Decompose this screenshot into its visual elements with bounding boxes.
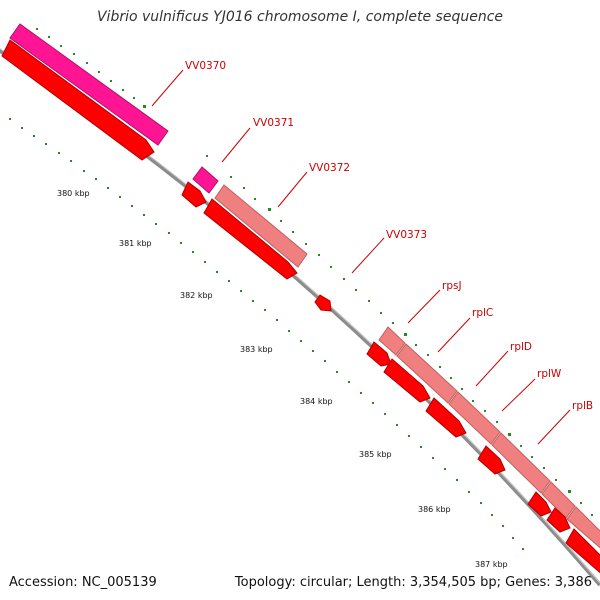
gene-feature-rpld[interactable] xyxy=(448,391,501,445)
gene-feature-rplc[interactable] xyxy=(396,343,458,404)
tick-label: 383 kbp xyxy=(240,345,273,354)
gene-label[interactable]: rplB xyxy=(572,400,593,412)
cds-feature-rpsj[interactable] xyxy=(366,341,392,367)
cds-feature-rplc[interactable] xyxy=(383,358,431,403)
cds-feature-vv0371[interactable] xyxy=(181,181,207,208)
gene-label[interactable]: rplW xyxy=(537,368,562,380)
cds-feature-vv0373[interactable] xyxy=(314,294,332,312)
leader-vv0372 xyxy=(277,171,308,208)
gene-label[interactable]: rplC xyxy=(472,307,493,319)
gene-label[interactable]: VV0370 xyxy=(185,60,226,72)
gene-label[interactable]: rpsJ xyxy=(442,280,462,292)
leader-rplb xyxy=(537,409,571,445)
cds-feature-rplb-3[interactable] xyxy=(565,528,600,577)
leader-rpsj xyxy=(407,289,441,324)
inner-tick-dots xyxy=(9,118,524,550)
tick-label: 385 kbp xyxy=(359,450,392,459)
gene-feature-rpsj[interactable] xyxy=(378,326,406,356)
tick-label: 386 kbp xyxy=(418,505,451,514)
cds-feature-rplw[interactable] xyxy=(477,445,506,475)
gene-label[interactable]: rplD xyxy=(510,341,532,353)
gene-label[interactable]: VV0373 xyxy=(386,229,427,241)
outer-tick-dots xyxy=(36,28,593,516)
gene-feature-vv0371[interactable] xyxy=(192,166,219,194)
leader-rplc xyxy=(437,317,471,353)
gene-label[interactable]: VV0371 xyxy=(253,117,294,129)
gene-label[interactable]: VV0372 xyxy=(309,162,350,174)
tick-label: 384 kbp xyxy=(300,397,333,406)
cds-feature-rpld[interactable] xyxy=(425,397,467,438)
tick-label: 387 kbp xyxy=(475,560,508,569)
cds-feature-rplb-2[interactable] xyxy=(546,507,571,533)
chromosome-backbone xyxy=(0,48,600,587)
leader-vv0373 xyxy=(351,237,385,274)
gene-feature-vv0370[interactable] xyxy=(9,23,169,146)
accession-text: Accession: NC_005139 xyxy=(9,575,157,590)
map-title: Vibrio vulnificus YJ016 chromosome I, co… xyxy=(96,9,504,25)
cds-feature-rplb[interactable] xyxy=(527,491,552,517)
leader-rpld xyxy=(475,350,509,387)
summary-text: Topology: circular; Length: 3,354,505 bp… xyxy=(234,575,592,590)
tick-label: 382 kbp xyxy=(180,291,213,300)
gene-feature-vv0372[interactable] xyxy=(214,184,308,268)
chromosome-backbone-highlight xyxy=(0,48,600,584)
leader-vv0371 xyxy=(221,127,251,163)
tick-label: 381 kbp xyxy=(119,239,152,248)
gene-feature-rplw[interactable] xyxy=(491,432,551,494)
leader-rplw xyxy=(501,378,536,412)
tick-label: 380 kbp xyxy=(57,189,90,198)
leader-vv0370 xyxy=(151,69,184,107)
gene-feature-rplb-cont[interactable] xyxy=(566,506,600,552)
cds-feature-vv0370[interactable] xyxy=(1,39,155,161)
cds-feature-vv0372[interactable] xyxy=(203,198,298,280)
